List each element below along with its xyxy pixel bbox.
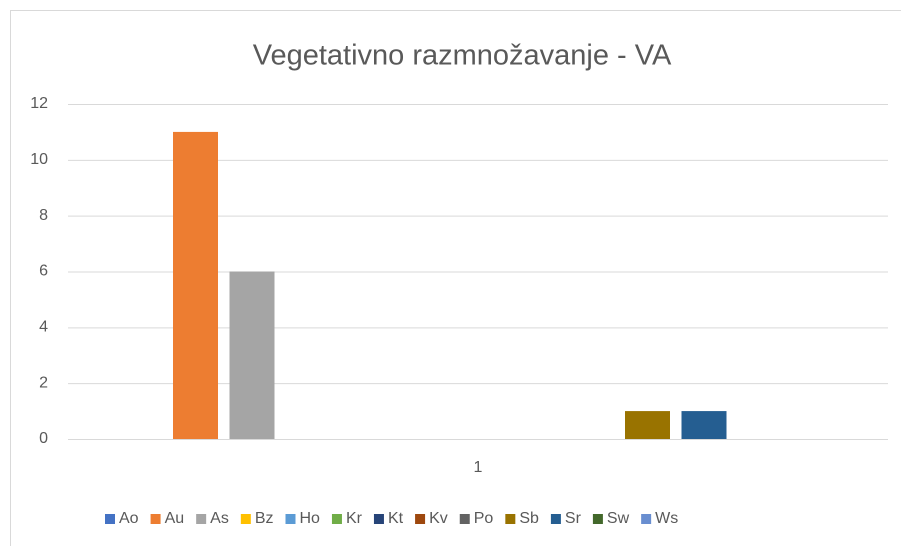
legend-label: Au (165, 510, 185, 527)
legend-label: Kt (388, 510, 404, 527)
legend-swatch (459, 514, 470, 524)
y-tick-label: 4 (39, 319, 48, 336)
legend-swatch (150, 514, 161, 524)
bar (229, 271, 275, 439)
legend-label: Po (474, 510, 494, 527)
legend-swatch (285, 514, 296, 524)
y-tick-label: 2 (39, 374, 48, 391)
legend-swatch (196, 514, 207, 524)
y-tick-label: 6 (39, 263, 48, 280)
legend-label: Sb (519, 510, 539, 527)
chart-frame (10, 10, 901, 546)
legend-label: Kr (346, 510, 363, 527)
bar (681, 411, 727, 439)
legend-swatch (641, 514, 652, 524)
legend-swatch (240, 514, 251, 524)
y-tick-label: 10 (30, 151, 48, 168)
legend-label: Ws (655, 510, 678, 527)
x-tick-label: 1 (474, 459, 483, 476)
legend-label: Sr (565, 510, 582, 527)
legend-label: Bz (255, 510, 274, 527)
legend-swatch (592, 514, 603, 524)
y-tick-label: 12 (30, 95, 48, 112)
bar (173, 131, 218, 439)
legend-label: Sw (607, 510, 630, 527)
legend-swatch (415, 514, 426, 524)
y-tick-label: 8 (39, 207, 48, 224)
legend-swatch (505, 514, 516, 524)
legend-label: Ho (300, 510, 321, 527)
legend-label: Kv (429, 510, 448, 527)
legend-swatch (105, 514, 115, 524)
legend-label: Ao (119, 510, 139, 527)
legend-swatch (550, 514, 561, 524)
y-tick-label: 0 (39, 430, 48, 447)
legend-label: As (210, 510, 229, 527)
legend-swatch (331, 514, 342, 524)
legend-swatch (373, 514, 384, 524)
chart-title: Vegetativno razmnožavanje - VA (253, 40, 672, 72)
bar (625, 411, 670, 439)
